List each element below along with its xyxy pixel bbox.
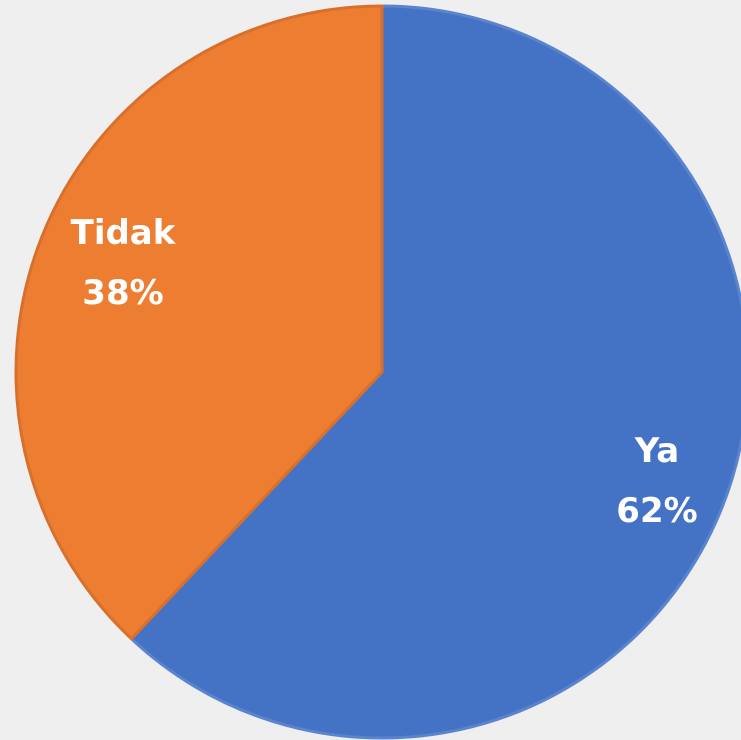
pie-slice-tidak — [14, 4, 384, 641]
slice-value-tidak: 38% — [82, 273, 163, 313]
slice-label-tidak: Tidak — [71, 213, 177, 253]
labels-layer: Ya 62% Tidak 38% — [71, 213, 698, 531]
pie-slice-ya — [129, 4, 741, 740]
slices-layer — [14, 4, 741, 740]
slice-value-ya: 62% — [616, 491, 697, 531]
slice-label-ya: Ya — [634, 431, 679, 471]
